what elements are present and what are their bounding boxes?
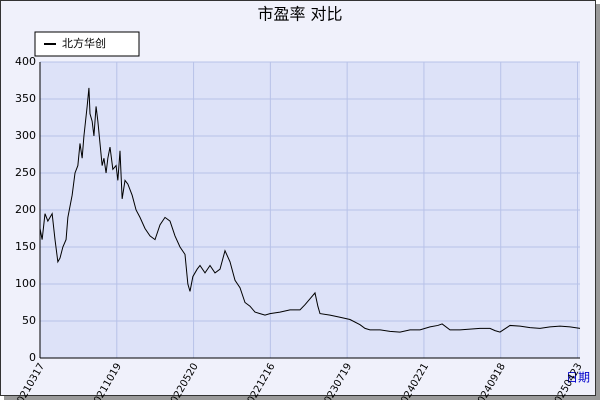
y-tick-label: 250 (15, 166, 36, 179)
line (39, 87, 581, 333)
shadow (4, 396, 600, 400)
chart-title: 市盈率 对比 (257, 5, 342, 24)
y-tick-label: 300 (15, 129, 36, 142)
y-tick-label: 200 (15, 203, 36, 216)
y-tick-label: 350 (15, 92, 36, 105)
legend-label: 北方华创 (62, 36, 106, 50)
y-tick-label: 150 (15, 240, 36, 253)
legend (34, 31, 140, 57)
y-tick-label: 0 (29, 351, 36, 364)
y-tick-label: 50 (22, 314, 36, 327)
y-tick-label: 400 (15, 55, 36, 68)
x-axis-label: 日期 (566, 371, 590, 385)
y-tick-label: 100 (15, 277, 36, 290)
shadow (596, 4, 600, 400)
